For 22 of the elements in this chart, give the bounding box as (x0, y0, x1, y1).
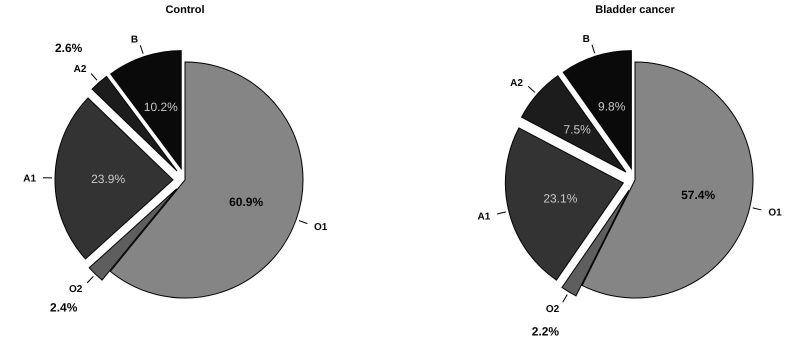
data-label: 60.9% (229, 194, 264, 209)
slice-label: O2 (546, 304, 560, 316)
data-label: 2.2% (532, 324, 560, 338)
chart-title: Bladder cancer (595, 4, 676, 16)
slice-label: O1 (314, 222, 328, 233)
data-label: 2.4% (50, 300, 78, 315)
slice-label: A1 (478, 212, 491, 223)
data-label: 2.6% (54, 40, 83, 55)
slice-label: B (130, 34, 138, 46)
data-label: 23.9% (91, 172, 126, 186)
data-label: 9.8% (598, 100, 626, 114)
slice-label: A1 (23, 174, 36, 185)
data-label: 7.5% (563, 122, 592, 136)
data-label: 57.4% (681, 188, 716, 202)
slice-label: A2 (74, 64, 87, 76)
slice-label: O1 (768, 208, 782, 219)
data-label: 23.1% (543, 191, 578, 206)
slice-label: B (582, 34, 590, 46)
chart-title: Control (165, 4, 205, 16)
data-label: 10.2% (144, 100, 178, 114)
slice-label: A2 (510, 78, 524, 89)
slice-label: O2 (68, 284, 83, 295)
